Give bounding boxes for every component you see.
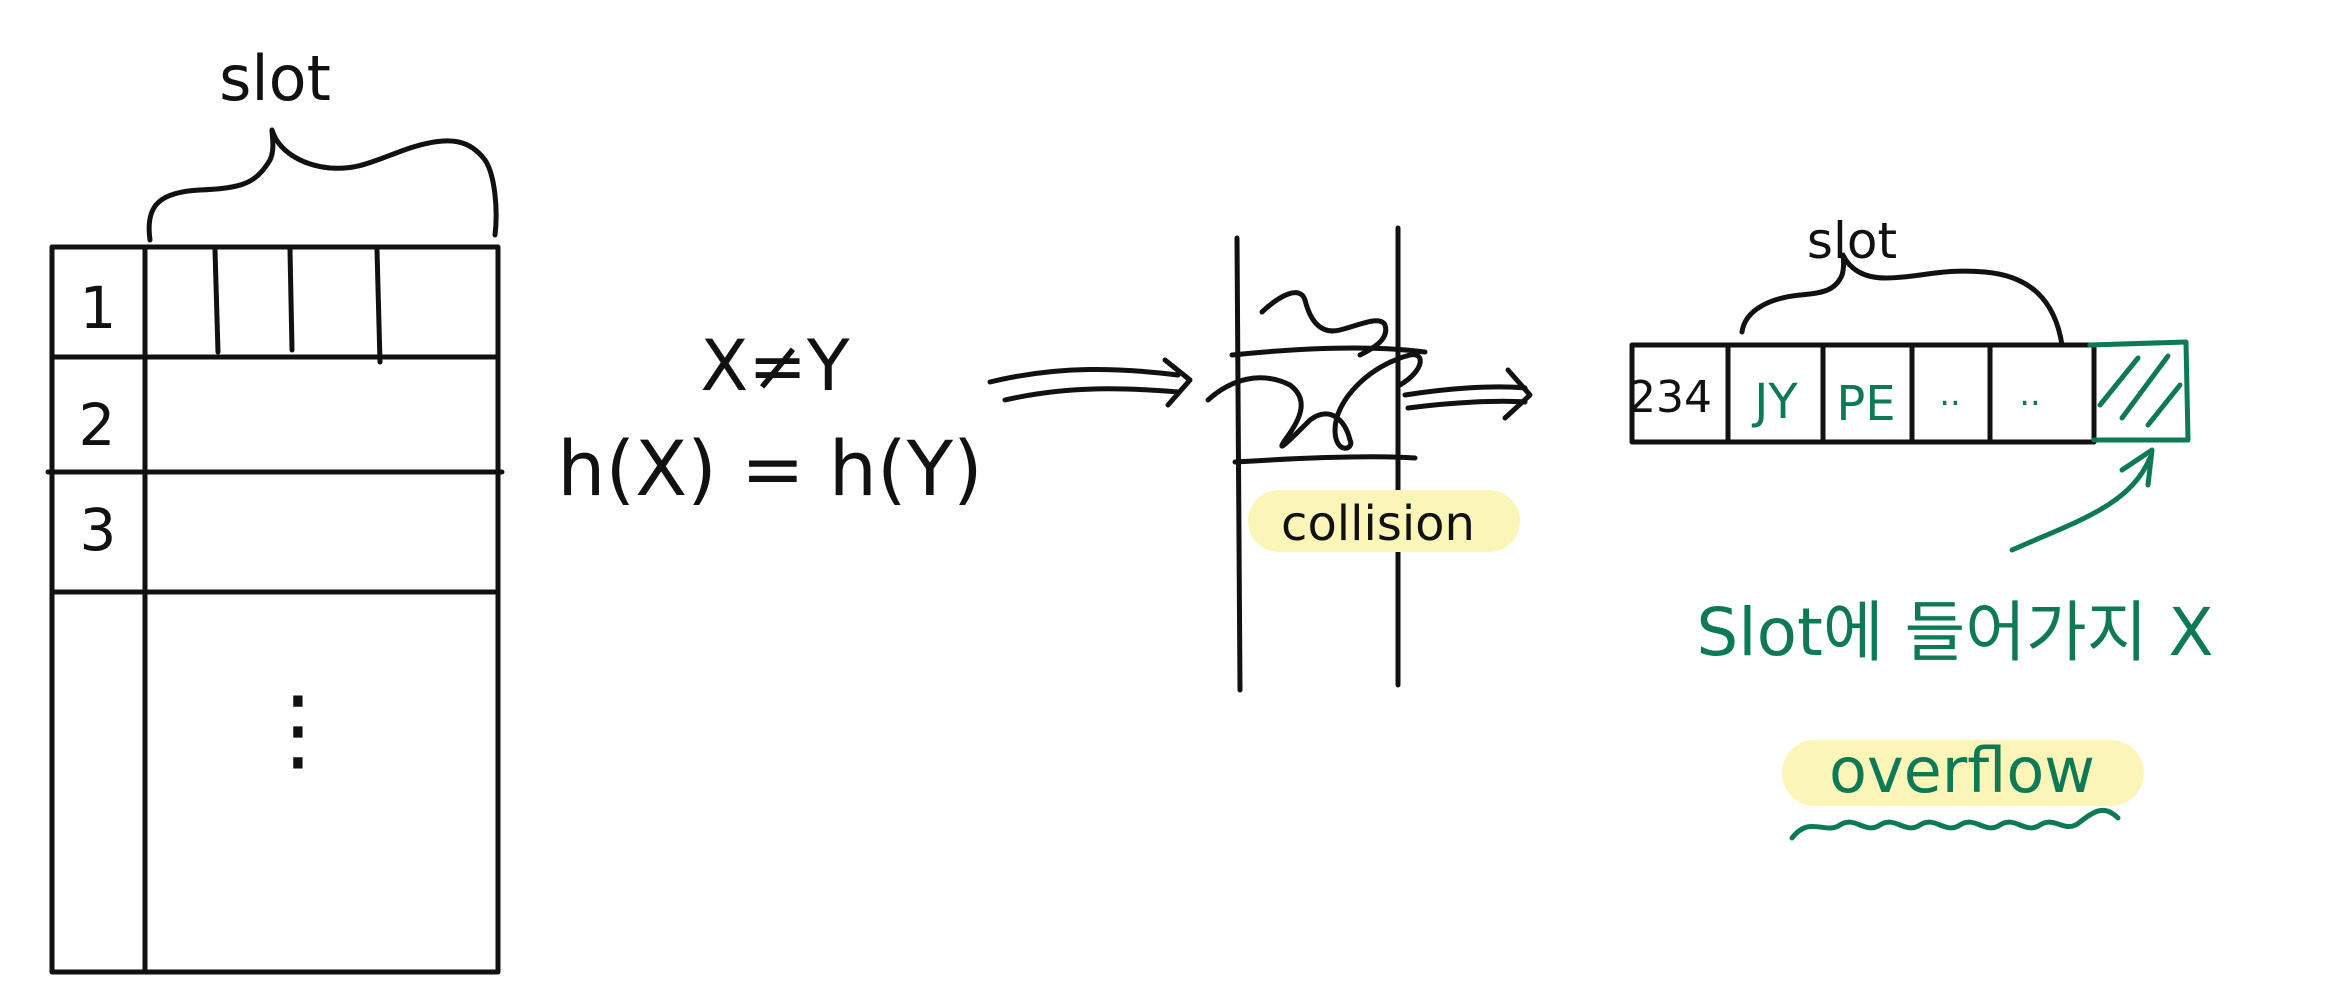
row-label-3: 3 — [80, 496, 117, 564]
bucket-slot-brace — [1739, 252, 2065, 348]
collision-highlight — [1248, 490, 1520, 552]
collision-sketch: collision — [1205, 225, 1520, 693]
slot-divider — [374, 247, 383, 365]
overflow-underline — [1789, 807, 2121, 841]
overflow-note: Slot에 들어가지 X overflow — [1696, 594, 2214, 841]
table-slot-brace — [146, 127, 499, 243]
slot-divider — [212, 247, 221, 355]
hash-table: slot 1 2 3 ⋮ — [45, 42, 505, 975]
slot-divider — [287, 247, 295, 353]
arrow-to-bucket — [1402, 367, 1533, 421]
row-label-1: 1 — [80, 274, 117, 342]
overflow-highlight — [1782, 740, 2144, 806]
bucket-row: slot 234 JY PE .. .. — [1628, 212, 2097, 445]
overflow-note-text: Slot에 들어가지 X — [1696, 594, 2213, 671]
equality-text: h(X) = h(Y) — [557, 424, 982, 513]
vertical-ellipsis: ⋮ — [253, 677, 343, 782]
overflow-cell — [2009, 339, 2191, 553]
hash-equations: X≠Y h(X) = h(Y) — [557, 325, 982, 513]
arrow-to-collision — [987, 357, 1193, 408]
scribble — [1259, 290, 1389, 358]
bucket-cell: JY — [1751, 374, 1798, 430]
table-outline — [49, 244, 501, 975]
bucket-slot-label: slot — [1807, 212, 1897, 270]
bucket-cell: PE — [1836, 376, 1895, 432]
overflow-pointer-arrow — [2009, 455, 2153, 553]
row-label-2: 2 — [79, 391, 116, 459]
collision-label: collision — [1281, 496, 1475, 552]
bucket-cell: .. — [2019, 374, 2041, 414]
scribble — [1205, 352, 1423, 451]
overflow-label: overflow — [1829, 734, 2095, 807]
bucket-cell: .. — [1939, 374, 1961, 414]
inequality-text: X≠Y — [700, 325, 850, 407]
bucket-address: 234 — [1628, 372, 1712, 423]
table-slot-label: slot — [219, 42, 331, 115]
